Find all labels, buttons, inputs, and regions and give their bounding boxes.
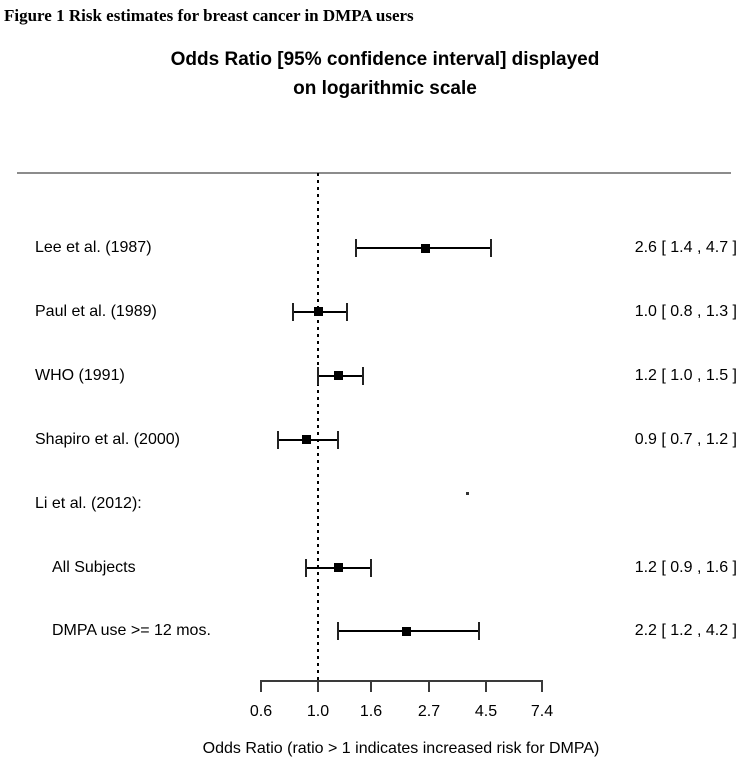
row-label: Shapiro et al. (2000) xyxy=(35,431,180,448)
ci-cap-right xyxy=(370,559,372,577)
x-axis-tick xyxy=(317,680,319,692)
figure-title: Figure 1 Risk estimates for breast cance… xyxy=(4,6,414,25)
x-axis-tick-label: 1.6 xyxy=(359,703,383,720)
x-axis-tick xyxy=(485,680,487,692)
ci-cap-left xyxy=(317,367,319,385)
x-axis-tick xyxy=(428,680,430,692)
point-estimate-marker xyxy=(302,435,311,444)
or-value: 0.9 [ 0.7 , 1.2 ] xyxy=(634,431,737,448)
x-axis-tick xyxy=(370,680,372,692)
top-separator-line xyxy=(17,172,731,174)
ci-cap-left xyxy=(355,239,357,257)
x-axis-tick-label: 1.0 xyxy=(306,703,330,720)
x-axis-tick-label: 7.4 xyxy=(530,703,554,720)
reference-line xyxy=(317,173,319,680)
point-estimate-marker xyxy=(314,307,323,316)
x-axis-tick xyxy=(260,680,262,692)
chart-title-line1: Odds Ratio [95% confidence interval] dis… xyxy=(170,49,600,70)
row-label: All Subjects xyxy=(52,559,136,576)
x-axis-tick-label: 2.7 xyxy=(417,703,441,720)
or-value: 2.6 [ 1.4 , 4.7 ] xyxy=(634,239,737,256)
x-axis-tick xyxy=(541,680,543,692)
or-value: 1.0 [ 0.8 , 1.3 ] xyxy=(634,303,737,320)
point-estimate-marker xyxy=(334,563,343,572)
chart-title-line2: on logarithmic scale xyxy=(293,78,477,99)
or-value: 1.2 [ 0.9 , 1.6 ] xyxy=(634,559,737,576)
x-axis-tick-label: 0.6 xyxy=(249,703,273,720)
x-axis-tick-label: 4.5 xyxy=(474,703,498,720)
row-label: Paul et al. (1989) xyxy=(35,303,157,320)
ci-cap-right xyxy=(490,239,492,257)
point-estimate-marker xyxy=(421,244,430,253)
x-axis-label: Odds Ratio (ratio > 1 indicates increase… xyxy=(202,740,600,757)
x-axis-line xyxy=(260,680,543,682)
ci-cap-left xyxy=(277,431,279,449)
ci-cap-right xyxy=(346,303,348,321)
point-estimate-marker xyxy=(402,627,411,636)
or-value: 1.2 [ 1.0 , 1.5 ] xyxy=(634,367,737,384)
ci-cap-right xyxy=(362,367,364,385)
ci-cap-left xyxy=(305,559,307,577)
stray-point xyxy=(466,492,469,495)
ci-cap-right xyxy=(337,431,339,449)
ci-cap-left xyxy=(337,622,339,640)
ci-cap-left xyxy=(292,303,294,321)
row-label: DMPA use >= 12 mos. xyxy=(52,622,211,639)
or-value: 2.2 [ 1.2 , 4.2 ] xyxy=(634,622,737,639)
ci-cap-right xyxy=(478,622,480,640)
point-estimate-marker xyxy=(334,371,343,380)
row-label: Li et al. (2012): xyxy=(35,495,142,512)
row-label: WHO (1991) xyxy=(35,367,125,384)
chart-title: Odds Ratio [95% confidence interval] dis… xyxy=(21,45,748,103)
row-label: Lee et al. (1987) xyxy=(35,239,152,256)
